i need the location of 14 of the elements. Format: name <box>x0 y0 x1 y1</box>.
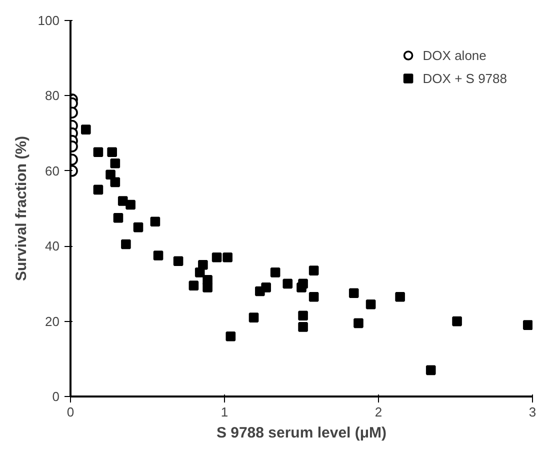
y-tick-label: 20 <box>45 314 60 329</box>
y-tick-label: 100 <box>38 13 60 28</box>
legend-label: DOX + S 9788 <box>422 70 507 86</box>
y-tick-label: 0 <box>52 389 60 404</box>
x-axis-title: S 9788 serum level (μM) <box>216 424 387 442</box>
x-tick-label: 2 <box>374 404 382 420</box>
y-tick-label: 40 <box>45 238 60 254</box>
legend-label: DOX alone <box>422 48 486 62</box>
y-axis-title: Survival fraction (%) <box>12 136 30 282</box>
y-tick-label: 60 <box>45 163 60 178</box>
x-tick-label: 0 <box>66 404 74 420</box>
x-tick-label: 1 <box>220 404 228 420</box>
y-tick-label: 80 <box>45 88 60 104</box>
x-tick-label: 3 <box>528 404 536 420</box>
